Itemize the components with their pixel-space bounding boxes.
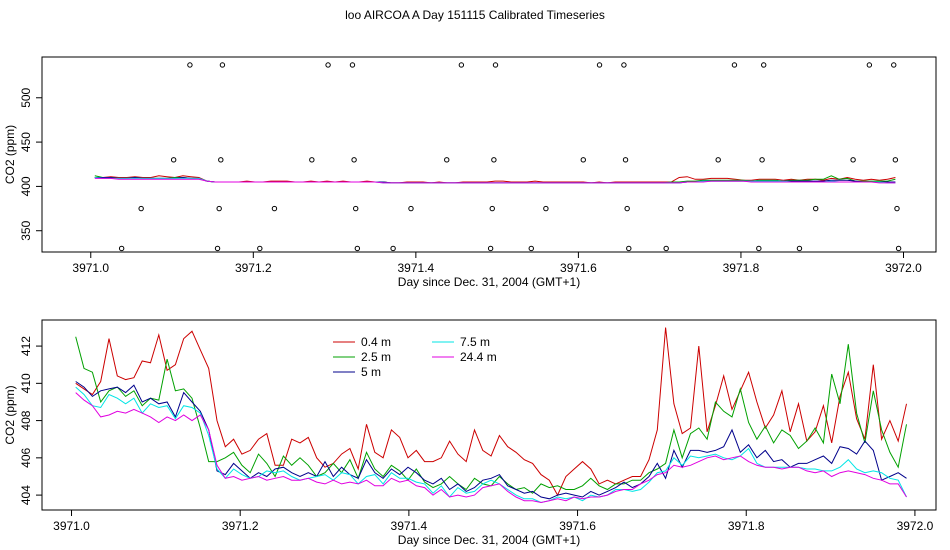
top-y-tick-label: 500 [19, 87, 33, 107]
top-data-point [492, 62, 499, 68]
top-data-point [138, 205, 144, 212]
top-data-point [866, 62, 873, 68]
top-data-point [444, 157, 450, 163]
bottom-x-tick-label: 3971.2 [222, 519, 259, 533]
top-x-tick-label: 3971.6 [560, 261, 597, 275]
top-y-tick-label: 400 [19, 176, 33, 196]
top-data-point [487, 245, 494, 252]
top-x-tick-label: 3971.4 [398, 261, 435, 275]
top-data-point [354, 245, 361, 252]
top-data-point [271, 205, 278, 212]
bottom-x-tick-label: 3972.0 [897, 519, 934, 533]
top-x-tick-label: 3971.8 [723, 261, 760, 275]
top-data-point [216, 205, 222, 212]
top-data-point [850, 157, 856, 163]
top-data-point [353, 205, 359, 212]
top-y-tick-label: 450 [19, 132, 33, 152]
top-data-point [491, 157, 497, 163]
bottom-y-tick-label: 412 [19, 336, 33, 356]
top-data-point [756, 245, 762, 252]
top-data-point [761, 62, 767, 68]
top-data-point [349, 62, 356, 68]
top-data-point [796, 245, 803, 252]
bottom-y-tick-label: 404 [19, 485, 33, 505]
top-data-point [219, 62, 226, 68]
top-data-point [218, 157, 224, 163]
legend-label: 2.5 m [361, 350, 391, 364]
top-data-point [894, 205, 900, 212]
top-data-point [489, 205, 495, 212]
top-data-point [626, 245, 632, 252]
top-data-point [621, 62, 627, 68]
legend: 0.4 m2.5 m5 m 7.5 m24.4 m [333, 335, 497, 379]
top-data-point [663, 245, 669, 252]
panel-top: 3971.0 3971.2 3971.4 3971.6 3971.8 3972.0 350 4… [3, 56, 937, 289]
top-x-tick-label: 3971.2 [235, 261, 272, 275]
top-data-point [528, 245, 534, 252]
top-series-line-24-4-m [94, 177, 896, 184]
top-data-point [892, 157, 899, 163]
bottom-y-tick-label: 408 [19, 410, 33, 430]
top-y-tick-label: 350 [19, 220, 33, 240]
bottom-series-line-24-4-m [75, 392, 907, 504]
top-y-axis-label: CO2 (ppm) [3, 125, 17, 184]
top-data-point [390, 245, 396, 252]
top-data-point [309, 157, 315, 163]
top-plot-frame [41, 56, 937, 253]
top-data-point [187, 62, 193, 68]
top-data-point [759, 157, 765, 163]
top-data-point [351, 157, 357, 163]
figure-title: loo AIRCOA A Day 151115 Calibrated Times… [345, 8, 605, 22]
bottom-x-tick-label: 3971.8 [728, 519, 765, 533]
legend-label: 7.5 m [460, 335, 490, 349]
top-x-tick-label: 3972.0 [885, 261, 922, 275]
bottom-series-line-0-4-m [75, 327, 907, 497]
bottom-plot-frame [41, 319, 937, 511]
top-data-point [895, 245, 902, 252]
bottom-x-tick-label: 3971.6 [559, 519, 596, 533]
top-data-point [257, 245, 263, 252]
top-data-point [596, 62, 603, 68]
top-data-point [813, 205, 819, 212]
bottom-x-tick-label: 3971.4 [391, 519, 428, 533]
bottom-y-axis-label: CO2 (ppm) [3, 385, 17, 444]
bottom-x-axis-label: Day since Dec. 31, 2004 (GMT+1) [398, 533, 580, 547]
bottom-series-line-5-m [75, 381, 907, 500]
top-data-point [715, 157, 721, 163]
legend-label: 0.4 m [361, 335, 391, 349]
top-data-point [678, 205, 684, 212]
top-data-point [325, 62, 331, 68]
top-data-point [580, 157, 586, 163]
top-data-point [408, 205, 414, 212]
bottom-x-tick-label: 3971.0 [53, 519, 90, 533]
legend-label: 5 m [361, 365, 381, 379]
bottom-y-tick-label: 410 [19, 373, 33, 393]
top-data-point [624, 205, 630, 212]
top-data-point [214, 245, 221, 252]
top-data-point [543, 205, 549, 212]
top-data-point [757, 205, 764, 212]
panel-bottom: 3971.0 3971.2 3971.4 3971.6 3971.8 3972.0 404 4… [3, 319, 937, 547]
top-data-point [891, 62, 897, 68]
top-data-point [731, 62, 738, 68]
top-x-axis-label: Day since Dec. 31, 2004 (GMT+1) [398, 275, 580, 289]
top-data-point [118, 245, 125, 252]
legend-label: 24.4 m [460, 350, 497, 364]
top-data-point [622, 157, 629, 163]
bottom-y-tick-label: 406 [19, 448, 33, 468]
top-x-tick-label: 3971.0 [72, 261, 109, 275]
top-data-point [170, 157, 177, 163]
top-data-point [458, 62, 465, 68]
